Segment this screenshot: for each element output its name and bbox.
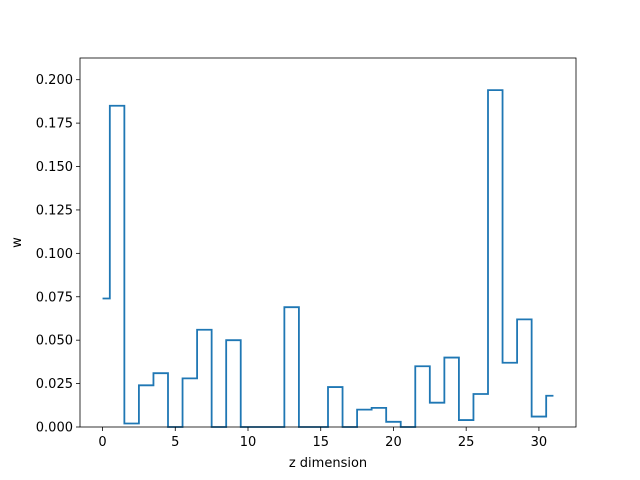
y-axis-ticks: 0.000 0.025 0.050 0.075 0.100 0.125 0.150 0.175… (36, 73, 80, 436)
y-tick-label: 0.075 (36, 290, 73, 305)
y-tick-label: 0.125 (36, 203, 73, 218)
x-tick-label: 15 (312, 435, 329, 450)
y-tick-label: 0.000 (36, 421, 73, 436)
x-tick-label: 0 (98, 435, 106, 450)
y-tick-label: 0.100 (36, 247, 73, 262)
y-tick-label: 0.050 (36, 334, 73, 349)
y-tick-label: 0.175 (36, 117, 73, 132)
y-tick-label: 0.150 (36, 160, 73, 175)
x-tick-label: 5 (171, 435, 179, 450)
x-tick-label: 30 (531, 435, 548, 450)
axes-frame (79, 57, 577, 428)
x-axis-ticks: 0 5 10 15 20 25 30 (98, 427, 547, 450)
y-axis-label: w (10, 237, 25, 248)
y-tick-label: 0.025 (36, 377, 73, 392)
x-tick-label: 10 (240, 435, 257, 450)
x-tick-label: 20 (385, 435, 402, 450)
x-axis-label: z dimension (289, 456, 367, 471)
y-tick-label: 0.200 (36, 73, 73, 88)
x-tick-label: 25 (458, 435, 475, 450)
